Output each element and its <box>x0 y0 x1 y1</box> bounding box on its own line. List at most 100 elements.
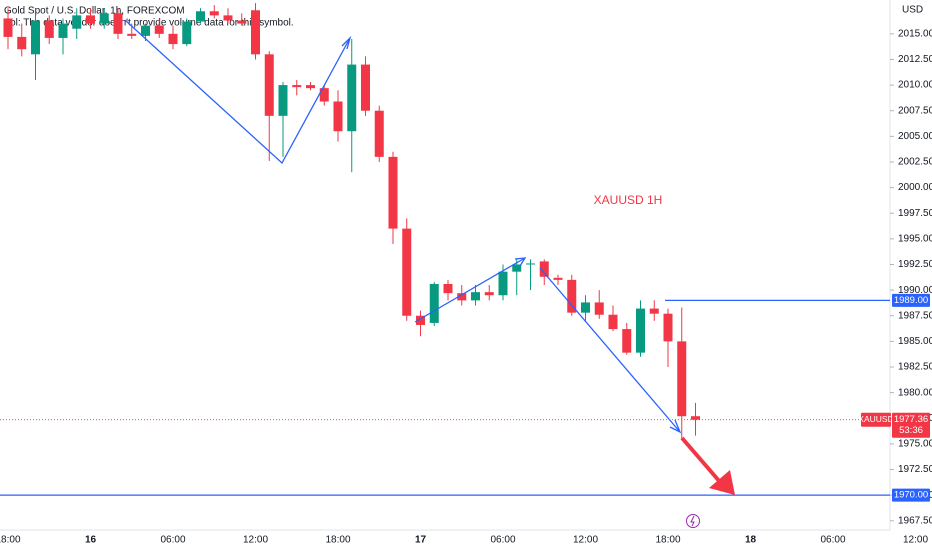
y-tick-label: 1995.00 <box>898 233 932 244</box>
candle-body <box>86 15 95 24</box>
y-tick-label: 1980.00 <box>898 387 932 398</box>
arrow-head <box>341 35 352 50</box>
candle-body <box>113 13 123 34</box>
x-tick-label: 12:00 <box>903 535 928 546</box>
candle-body <box>622 329 632 353</box>
candle-body <box>17 36 27 50</box>
candle-body <box>581 302 590 313</box>
zigzag-line <box>414 257 526 323</box>
y-tick-label: 2010.00 <box>898 80 932 91</box>
y-tick-label: 2002.50 <box>898 157 932 168</box>
forecast-arrow <box>680 436 722 484</box>
candle-body <box>663 313 673 342</box>
candle-body <box>443 283 453 294</box>
chart-subtitle: Vol: The data vendor doesn't provide vol… <box>4 18 294 29</box>
candle-body <box>154 25 164 34</box>
candle-body <box>471 292 480 301</box>
arrow-head <box>514 257 527 267</box>
candle-body <box>182 21 192 45</box>
y-tick-label: 2005.00 <box>898 131 932 142</box>
x-tick-label: 17 <box>415 535 427 546</box>
candle-body <box>567 279 577 313</box>
candle-body <box>264 54 274 116</box>
candle-body <box>223 15 233 21</box>
candle-body <box>361 64 370 111</box>
y-tick-label: 1972.50 <box>898 464 932 475</box>
candle-body <box>44 20 54 38</box>
chart-title: Gold Spot / U.S. Dollar, 1h, FOREXCOM <box>4 6 185 17</box>
level-label: 1970.00 <box>894 490 928 501</box>
candle-body <box>691 416 700 420</box>
y-tick-label: 2012.50 <box>898 54 932 65</box>
zigzag-line <box>539 267 681 433</box>
x-tick-label: 18:00 <box>0 535 21 546</box>
level-tag <box>892 293 930 307</box>
symbol-label: XAUUSD <box>858 414 893 424</box>
x-tick-label: 16 <box>85 535 97 546</box>
trend-drawings <box>124 19 735 495</box>
y-tick-label: 1987.50 <box>898 310 932 321</box>
candle-body <box>512 264 522 272</box>
candle-body <box>306 85 315 89</box>
y-tick-label: 2007.50 <box>898 105 932 116</box>
x-tick-label: 06:00 <box>490 535 515 546</box>
y-tick-label: 1992.50 <box>898 259 932 270</box>
zigzag-line <box>124 19 351 165</box>
y-tick-label: 1997.50 <box>898 208 932 219</box>
candle-body <box>374 110 384 157</box>
candle-body <box>677 341 687 417</box>
candle-body <box>31 20 40 55</box>
candle-body <box>333 101 343 132</box>
currency-label: USD <box>902 5 923 16</box>
y-tick-label: 2000.00 <box>898 182 932 193</box>
candle-body <box>209 11 219 16</box>
candle-body <box>416 315 425 325</box>
price-tag <box>892 412 930 438</box>
candle-body <box>608 314 618 330</box>
last-price-label: 1977.36 <box>894 414 928 425</box>
candle-body <box>319 88 329 102</box>
x-tick-label: 18:00 <box>655 535 680 546</box>
candle-body <box>553 277 563 280</box>
candle-body <box>402 228 412 316</box>
candle-body <box>278 85 288 116</box>
candle-body <box>3 18 13 37</box>
annotation: XAUUSD 1H <box>594 193 663 207</box>
candle-body <box>58 23 68 38</box>
x-tick-label: 12:00 <box>573 535 598 546</box>
candle-body <box>526 263 535 265</box>
candle-body <box>72 15 82 29</box>
candle-body <box>388 156 398 229</box>
level-label: 1989.00 <box>894 295 928 306</box>
candle-body <box>636 308 645 353</box>
candle-body <box>429 283 439 323</box>
candle-body <box>141 25 150 36</box>
y-tick-label: 1967.50 <box>898 515 932 526</box>
x-tick-label: 18 <box>745 535 757 546</box>
timer-icon <box>686 514 700 528</box>
countdown-label: 53:36 <box>899 425 923 436</box>
candle-body <box>484 292 494 296</box>
candle-body <box>196 11 205 22</box>
level-tag <box>892 488 930 502</box>
candle-body <box>127 33 137 36</box>
forecast-arrow-head <box>709 470 735 495</box>
x-tick-label: 06:00 <box>820 535 845 546</box>
candle-body <box>251 10 260 55</box>
candle-body <box>168 33 178 45</box>
candle-body <box>649 308 659 314</box>
candle-body <box>347 64 357 132</box>
y-tick-label: 1982.50 <box>898 362 932 373</box>
y-tick-label: 2015.00 <box>898 28 932 39</box>
candle-body <box>237 20 247 24</box>
y-tick-label: 1975.00 <box>898 439 932 450</box>
arrow-head <box>669 419 682 434</box>
candle-body <box>292 85 302 88</box>
candle-body <box>539 261 549 277</box>
candle-body <box>99 13 109 24</box>
x-tick-label: 06:00 <box>160 535 185 546</box>
x-tick-label: 18:00 <box>325 535 350 546</box>
candle-body <box>498 271 508 296</box>
candle-body <box>457 293 467 301</box>
